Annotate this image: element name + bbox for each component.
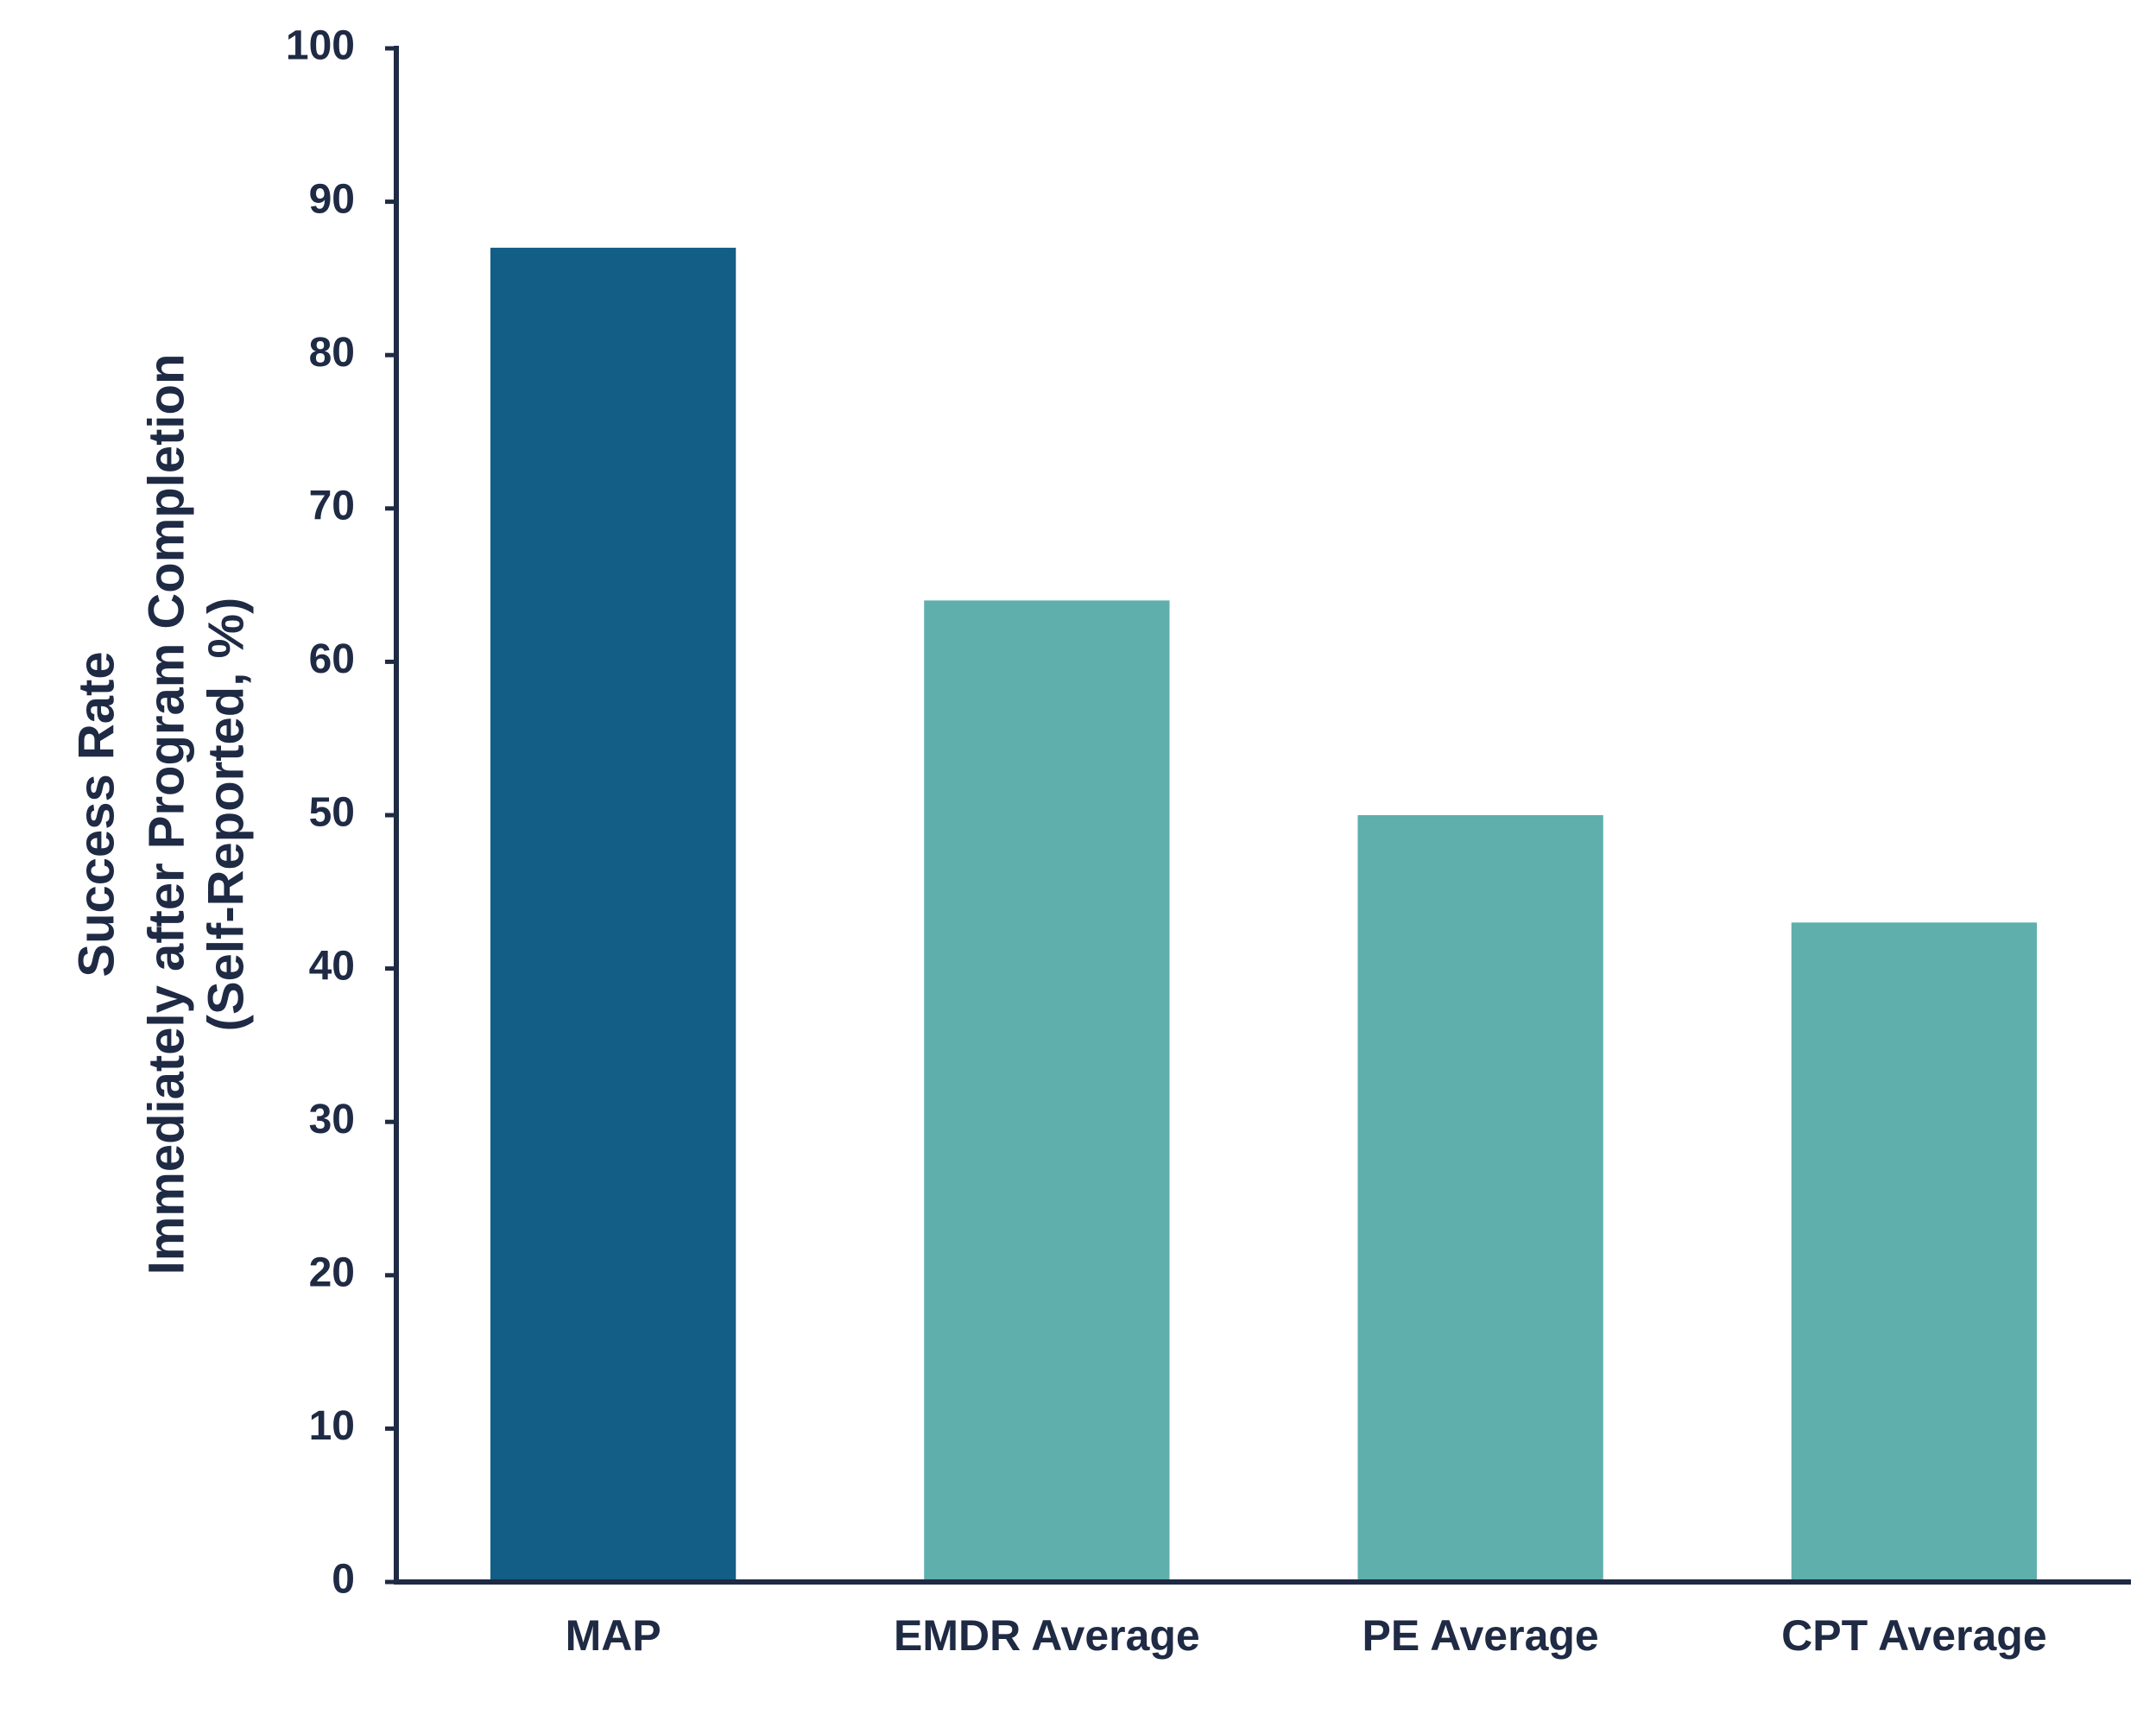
x-tick-label: EMDR Average — [894, 1611, 1200, 1660]
y-axis-title: Success Rate Immediately after Program C… — [68, 354, 254, 1275]
bar — [1357, 815, 1603, 1582]
x-tick-label: CPT Average — [1781, 1611, 2047, 1660]
y-tick-label: 50 — [309, 790, 355, 836]
y-tick-label: 0 — [332, 1557, 355, 1603]
y-tick-label: 10 — [309, 1403, 355, 1449]
bar — [924, 600, 1170, 1582]
y-tick-label: 30 — [309, 1097, 355, 1142]
bar — [490, 247, 737, 1582]
y-tick-label: 100 — [286, 23, 355, 69]
y-tick-label: 90 — [309, 176, 355, 222]
bar — [1791, 922, 2038, 1582]
y-tick-label: 60 — [309, 636, 355, 682]
y-tick-label: 40 — [309, 943, 355, 989]
x-tick-label: MAP — [566, 1611, 661, 1660]
y-tick-label: 70 — [309, 483, 355, 528]
x-tick-label: PE Average — [1363, 1611, 1599, 1660]
y-axis-title-line: Success Rate — [68, 651, 124, 977]
y-axis-title-line: Immediately after Program Completion — [138, 354, 194, 1275]
y-tick-label: 20 — [309, 1250, 355, 1295]
y-tick-label: 80 — [309, 330, 355, 376]
y-axis-title-line: (Self-Reported, %) — [198, 598, 254, 1032]
